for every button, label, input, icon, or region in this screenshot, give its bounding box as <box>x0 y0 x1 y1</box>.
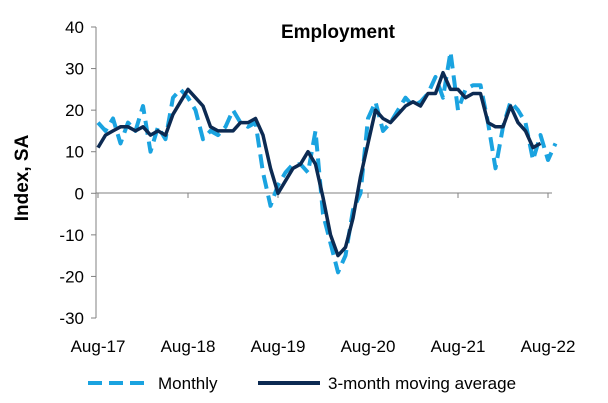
series-line-monthly <box>96 49 558 275</box>
y-tick-label: -30 <box>59 309 84 328</box>
axes: -30 -20 -10 0 10 20 30 40 Aug-17 Aug-18 Aug-19 Aug-… <box>59 18 575 356</box>
y-tick-label: -10 <box>59 226 84 245</box>
x-tick-label: Aug-22 <box>521 337 576 356</box>
x-tick-label: Aug-19 <box>251 337 306 356</box>
y-tick-label: 0 <box>75 184 84 203</box>
x-tick-label: Aug-17 <box>71 337 126 356</box>
legend-label-monthly: Monthly <box>158 374 218 393</box>
y-axis-label: Index, SA <box>12 134 33 221</box>
chart-title: Employment <box>281 22 396 43</box>
y-tick-label: 40 <box>65 18 84 37</box>
series-layer <box>96 49 558 275</box>
y-tick-label: 30 <box>65 60 84 79</box>
legend: Monthly 3-month moving average <box>88 374 516 393</box>
x-tick-label: Aug-18 <box>161 337 216 356</box>
legend-label-moving-average: 3-month moving average <box>328 374 516 393</box>
x-tick-label: Aug-20 <box>341 337 396 356</box>
y-tick-label: 20 <box>65 101 84 120</box>
y-tick-label: 10 <box>65 143 84 162</box>
y-tick-label: -20 <box>59 267 84 286</box>
series-line-moving-average <box>96 70 542 258</box>
x-tick-label: Aug-21 <box>431 337 486 356</box>
